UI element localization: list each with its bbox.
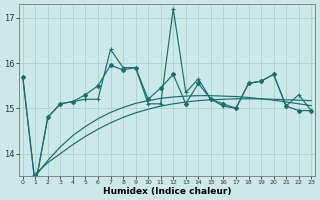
X-axis label: Humidex (Indice chaleur): Humidex (Indice chaleur): [103, 187, 231, 196]
